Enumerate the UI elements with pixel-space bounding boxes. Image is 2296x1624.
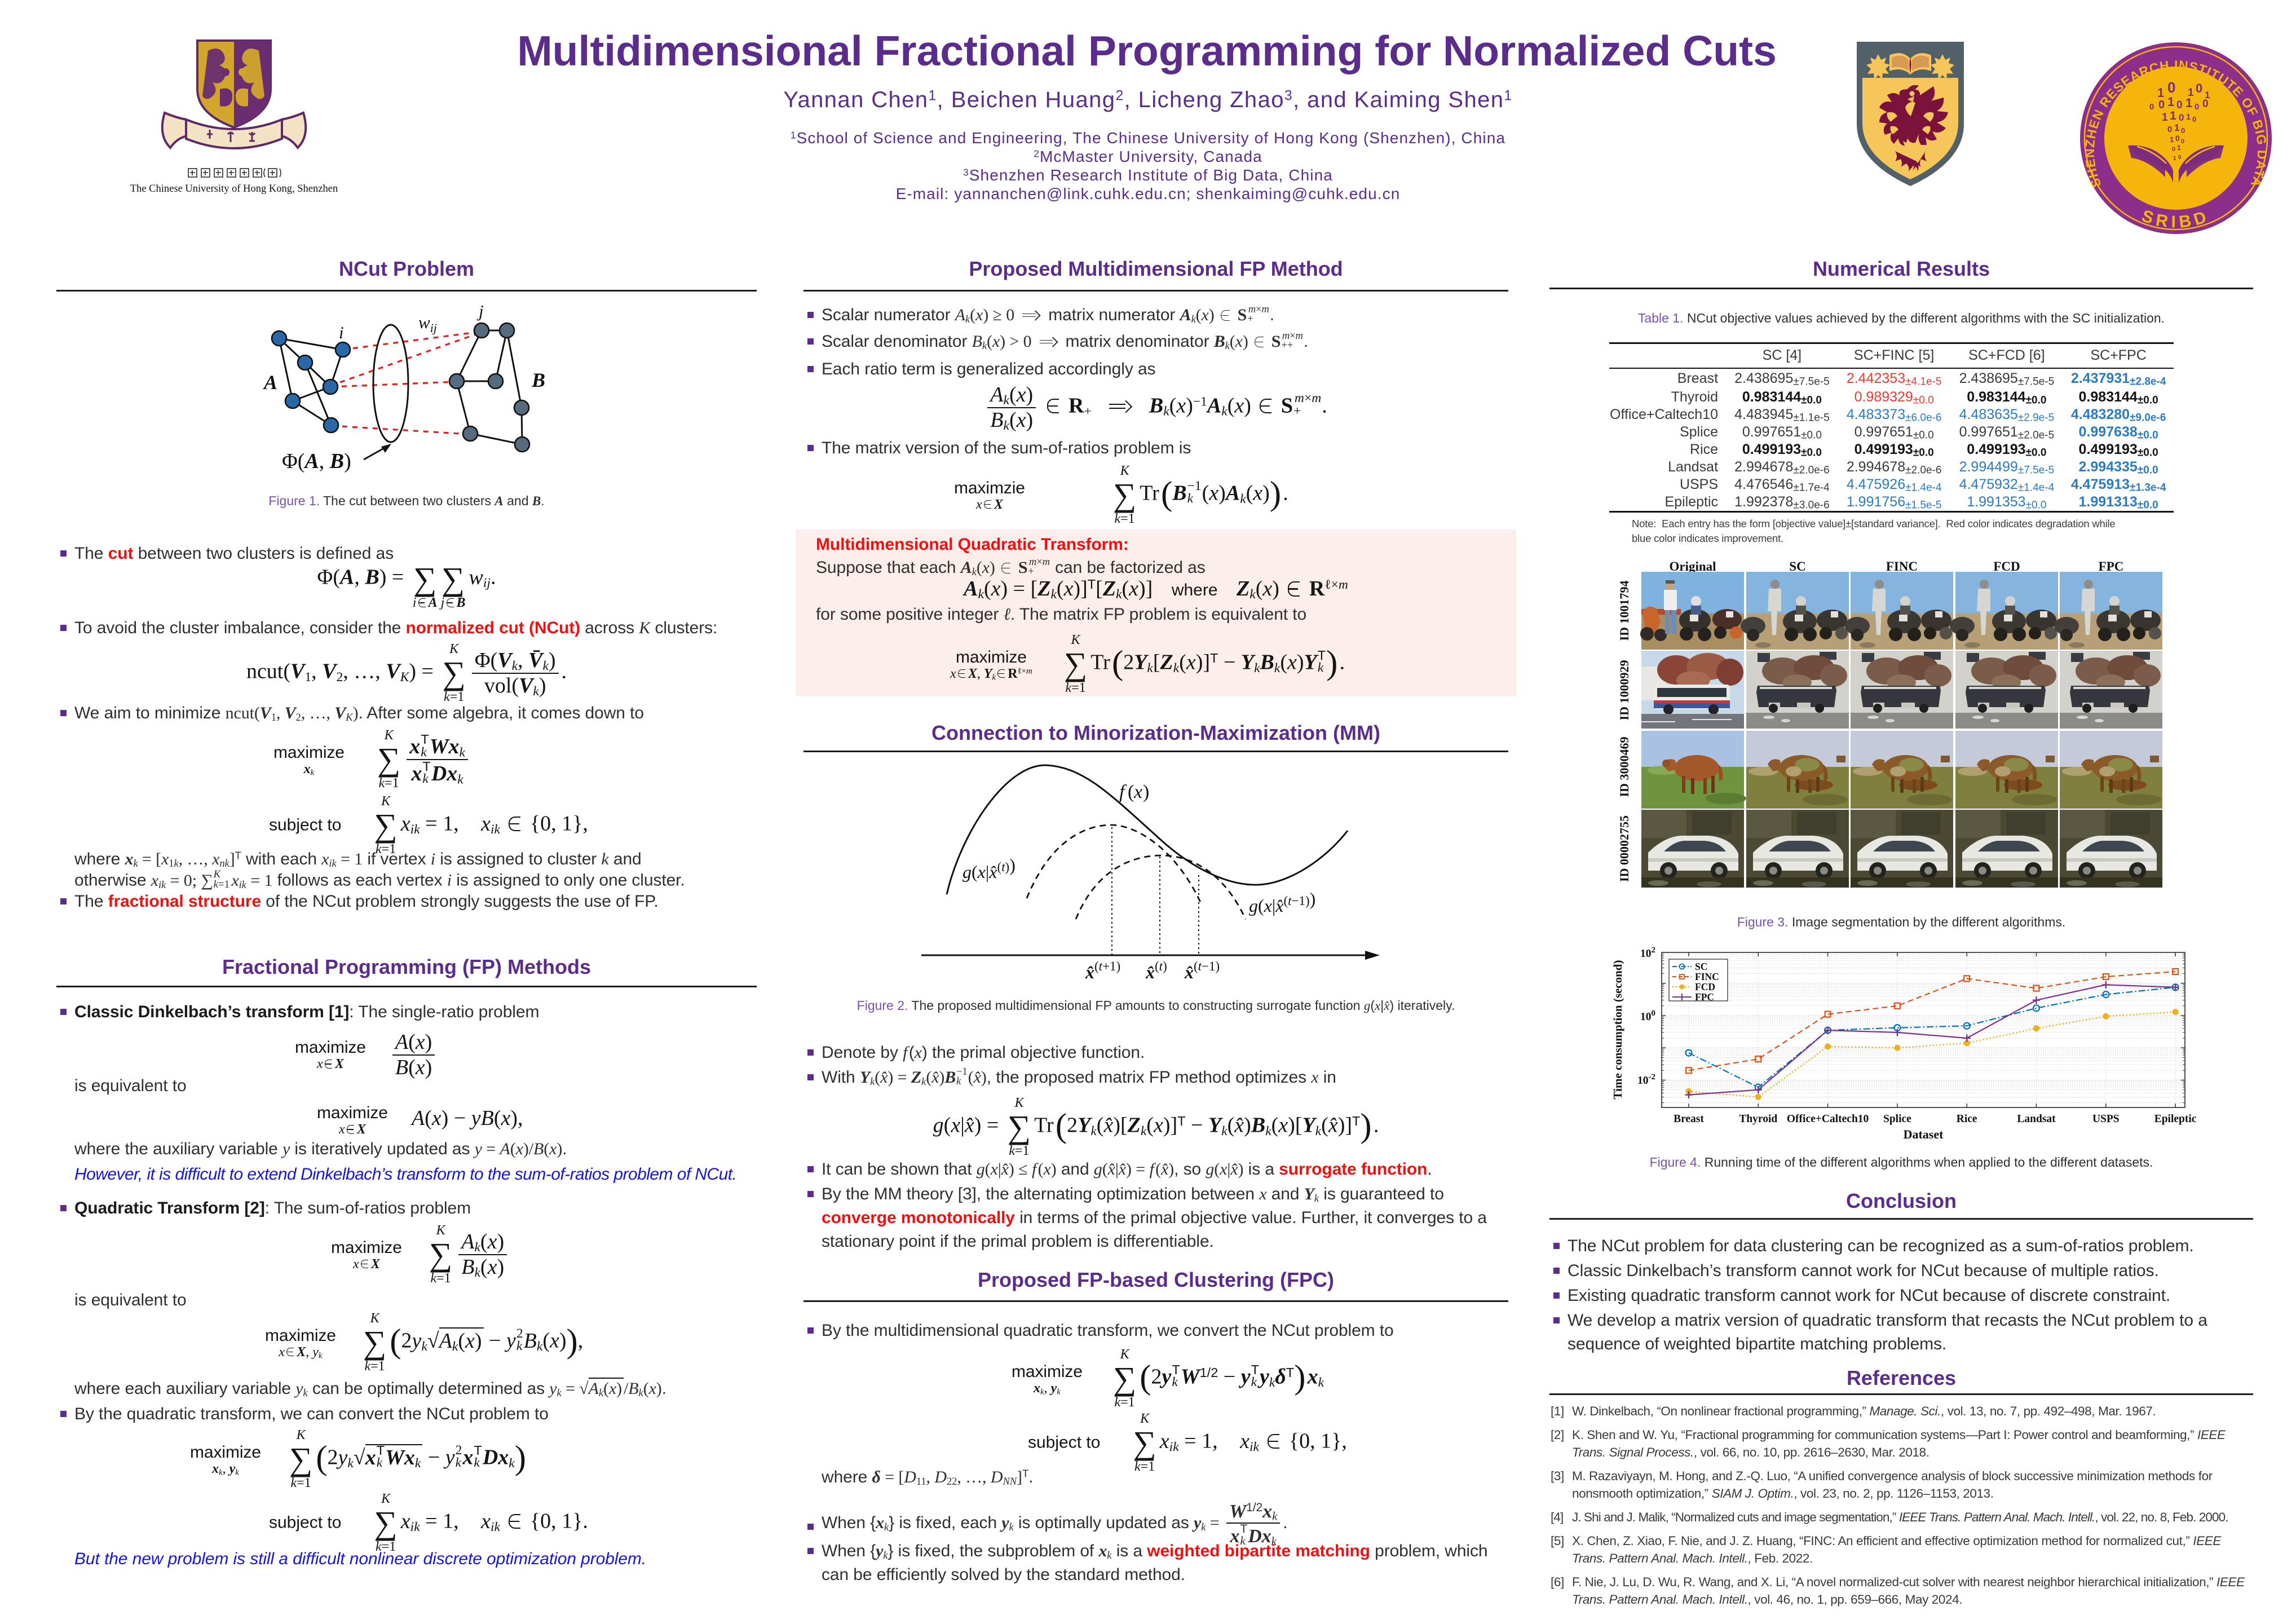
svg-text:g(x|x̂(t−1)): g(x|x̂(t−1))	[1249, 889, 1315, 916]
svg-text:1: 1	[2170, 109, 2176, 122]
svg-text:0: 0	[2202, 98, 2209, 110]
svg-text:0: 0	[2167, 125, 2172, 134]
svg-text:Epileptic: Epileptic	[2154, 1113, 2197, 1125]
svg-text:Original: Original	[1669, 561, 1716, 573]
svg-text:0: 0	[2178, 155, 2182, 161]
svg-text:1: 1	[2177, 144, 2181, 152]
svg-text:Time consumption (second): Time consumption (second)	[1611, 960, 1624, 1100]
svg-text:0: 0	[2195, 102, 2199, 112]
svg-text:0: 0	[2196, 81, 2202, 95]
svg-text:FCD: FCD	[1695, 981, 1715, 992]
svg-text:1: 1	[2188, 87, 2194, 99]
svg-text:SC: SC	[1695, 961, 1707, 972]
svg-text:1: 1	[2173, 156, 2176, 162]
svg-text:Office+Caltech10: Office+Caltech10	[1787, 1113, 1869, 1125]
svg-text:Rice: Rice	[1957, 1113, 1977, 1125]
svg-text:i: i	[339, 323, 344, 342]
svg-text:0: 0	[2158, 99, 2165, 111]
svg-text:The Chinese University of Hong: The Chinese University of Hong Kong, She…	[130, 183, 338, 195]
svg-text:Landsat: Landsat	[2017, 1113, 2056, 1125]
svg-text:wij: wij	[418, 312, 437, 335]
svg-text:100: 100	[1640, 1009, 1655, 1023]
svg-text:g(x|x̂(t)): g(x|x̂(t))	[962, 855, 1015, 882]
svg-text:B: B	[531, 369, 545, 391]
svg-text:USPS: USPS	[2092, 1113, 2120, 1125]
svg-text:1: 1	[2162, 112, 2168, 123]
svg-text:ID 1000929: ID 1000929	[1617, 660, 1631, 721]
svg-text:(: (	[1128, 782, 1134, 802]
svg-text:1: 1	[2174, 122, 2179, 133]
svg-text:0: 0	[2149, 102, 2154, 112]
svg-text:A: A	[263, 371, 277, 394]
svg-text:x̂(t−1): x̂(t−1)	[1184, 959, 1220, 982]
svg-text:FINC: FINC	[1695, 971, 1719, 982]
svg-text:0: 0	[2192, 115, 2196, 123]
svg-text:f: f	[1119, 782, 1127, 802]
svg-text:Breast: Breast	[1674, 1113, 1704, 1125]
svg-text:j: j	[476, 301, 484, 321]
svg-text:0: 0	[2176, 99, 2183, 111]
svg-text:1: 1	[2170, 135, 2174, 144]
svg-text:1: 1	[2186, 112, 2191, 122]
svg-text:FINC: FINC	[1886, 561, 1918, 573]
svg-text:0: 0	[2179, 112, 2184, 123]
svg-text:0: 0	[2175, 134, 2180, 143]
svg-text:ID 3000469: ID 3000469	[1617, 737, 1631, 797]
svg-text:1: 1	[2157, 86, 2164, 100]
svg-text:Φ(A, B): Φ(A, B)	[282, 449, 351, 473]
svg-text:FCD: FCD	[1993, 561, 2020, 573]
svg-text:Thyroid: Thyroid	[1739, 1113, 1777, 1125]
svg-text:ID 00002755: ID 00002755	[1617, 815, 1631, 882]
svg-text:1: 1	[2167, 95, 2174, 109]
svg-text:x̂(t): x̂(t)	[1145, 959, 1167, 982]
svg-text:Splice: Splice	[1883, 1113, 1911, 1125]
svg-text:ID 1001794: ID 1001794	[1617, 581, 1631, 641]
svg-text:0: 0	[2181, 138, 2184, 145]
svg-text:SC: SC	[1789, 561, 1805, 573]
svg-text:10-2: 10-2	[1637, 1073, 1655, 1087]
svg-text:0: 0	[2167, 79, 2175, 96]
svg-text:FPC: FPC	[2099, 561, 2124, 573]
svg-text:0: 0	[2172, 146, 2175, 153]
svg-text:0: 0	[2181, 126, 2185, 135]
svg-text:102: 102	[1640, 946, 1655, 960]
svg-text:1: 1	[2205, 90, 2210, 100]
svg-text:1: 1	[2185, 96, 2192, 110]
svg-text:x: x	[1133, 782, 1142, 802]
svg-text:x̂(t+1): x̂(t+1)	[1085, 959, 1120, 982]
svg-text:FPC: FPC	[1695, 991, 1714, 1003]
svg-text:Dataset: Dataset	[1904, 1127, 1944, 1141]
svg-text:): )	[1143, 782, 1149, 802]
